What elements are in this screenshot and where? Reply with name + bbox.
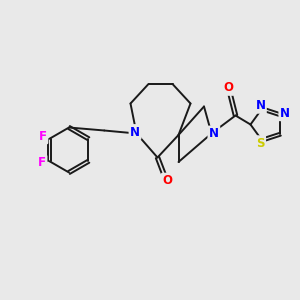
Text: F: F [38,156,46,169]
Text: O: O [162,174,172,187]
Text: S: S [256,137,265,150]
Text: N: N [209,127,219,140]
Text: N: N [130,125,140,139]
Text: O: O [223,81,233,94]
Text: N: N [255,99,266,112]
Text: N: N [280,107,290,120]
Text: F: F [39,130,47,143]
